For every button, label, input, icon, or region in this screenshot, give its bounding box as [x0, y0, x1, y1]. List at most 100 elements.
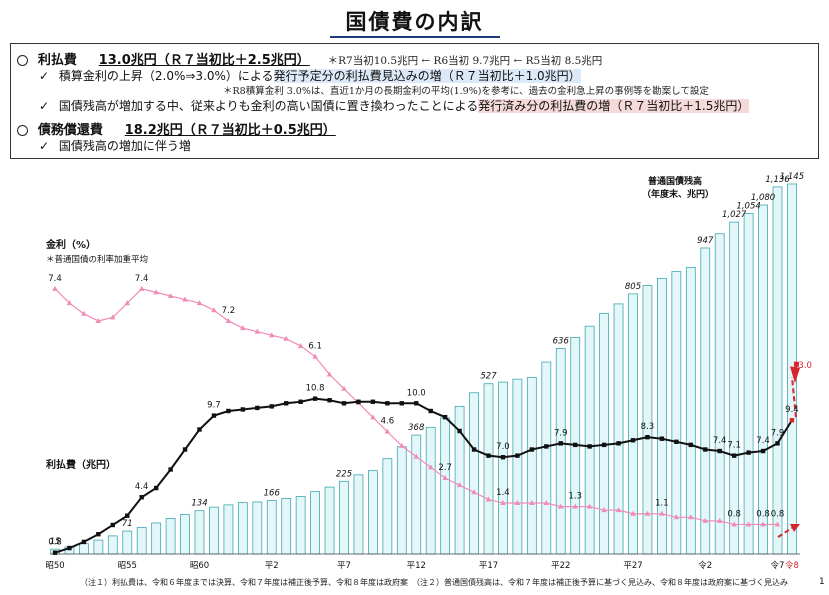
rate-point	[81, 310, 87, 316]
interest-point	[746, 450, 751, 455]
interest-amount: 13.0兆円（Ｒ７当初比＋2.5兆円）	[98, 53, 310, 68]
interest-point	[442, 414, 448, 420]
interest-point	[312, 396, 318, 401]
balance-bar	[382, 458, 393, 555]
balance-bar	[772, 186, 783, 555]
x-tick-label: 平2	[265, 561, 279, 571]
redemption-amount: 18.2兆円（Ｒ７当初比＋0.5兆円）	[124, 123, 336, 138]
rate-point	[225, 317, 232, 323]
rate-point	[196, 300, 203, 306]
rate-point	[630, 510, 636, 516]
interest-point	[110, 522, 115, 528]
interest-bullet-2: ✓ 国債残高が増加する中、従来よりも金利の高い国債に置き換わったことによる発行済…	[39, 97, 750, 114]
x-tick-label: 昭55	[118, 561, 137, 571]
balance-bar	[411, 434, 422, 555]
rate-point	[182, 296, 188, 302]
interest-bullet-2-text: 国債残高が増加する中、従来よりも金利の高い国債に置き換わったことによる	[58, 99, 479, 113]
interest-data-label: 10.0	[407, 388, 426, 398]
rate-assumption-note: ＊R8積算金利 3.0%は、直近1か月の長期金利の平均(1.9%)を参考に、過去…	[223, 86, 709, 97]
interest-point	[153, 485, 159, 491]
balance-bar	[758, 204, 768, 555]
interest-point	[356, 399, 361, 404]
arrow-head-icon	[790, 524, 800, 532]
x-tick-label: 昭60	[190, 561, 209, 571]
rate-point	[370, 414, 376, 420]
balance-bar	[223, 504, 234, 555]
balance-bar	[122, 530, 133, 555]
balance-bar	[512, 378, 523, 555]
balance-bar	[483, 383, 494, 555]
balance-bar	[339, 480, 349, 555]
rate-point	[601, 507, 607, 513]
balance-bar	[252, 501, 263, 555]
interest-point	[703, 447, 708, 452]
rate-point	[702, 517, 709, 523]
interest-bullet-2-highlight: 発行済み分の利払費の増（Ｒ７当初比＋1.5兆円）	[478, 99, 750, 113]
rate-point	[399, 442, 405, 448]
rate-point	[427, 464, 434, 470]
rate-data-label: 2.7	[438, 463, 452, 473]
interest-point	[789, 418, 795, 423]
interest-point	[284, 401, 289, 406]
interest-data-label: 7.9	[554, 428, 568, 438]
rate-point	[659, 510, 665, 516]
interest-point	[558, 441, 563, 446]
interest-point	[500, 455, 506, 460]
rate-data-label: 4.6	[381, 417, 395, 427]
projection-point	[793, 361, 799, 367]
redemption-row: 債務償還費 18.2兆円（Ｒ７当初比＋0.5兆円）	[17, 119, 350, 138]
interest-point	[226, 408, 231, 414]
interest-point	[630, 438, 636, 443]
interest-point	[601, 442, 607, 448]
interest-point	[659, 436, 665, 441]
balance-data-label: 1,145	[780, 172, 804, 182]
balance-data-label: 636	[553, 336, 570, 346]
rate-point	[731, 521, 737, 527]
rate-point	[644, 510, 651, 516]
rate-point	[341, 385, 347, 391]
x-tick-label: 平17	[479, 561, 498, 571]
balance-bar	[613, 303, 624, 555]
balance-bar	[700, 247, 711, 555]
rate-point	[110, 314, 116, 320]
interest-data-label: 7.4	[713, 436, 727, 446]
page-title: 国債費の内訳	[345, 10, 484, 34]
rate-point	[745, 521, 752, 527]
interest-point	[139, 495, 144, 500]
rate-point	[297, 342, 304, 348]
interest-point	[775, 441, 780, 446]
balance-bar	[685, 266, 696, 555]
rate-point	[153, 289, 159, 295]
interest-point	[457, 428, 462, 434]
interest-bullet-1-text: 積算金利の上昇（2.0%⇒3.0%）による	[58, 69, 274, 83]
balance-data-label: 368	[408, 423, 425, 433]
check-icon: ✓	[39, 99, 50, 113]
interest-bullet-1-highlight: 発行予定分の利払費見込みの増（Ｒ７当初比＋1.0兆円）	[273, 69, 581, 83]
interest-data-label: 7.9	[771, 428, 785, 438]
x-tick-label: 令7	[771, 560, 785, 571]
rate-point	[456, 482, 463, 488]
balance-data-label: 15	[50, 537, 61, 547]
interest-point	[125, 513, 130, 518]
rate-data-label: 7.4	[48, 274, 62, 284]
interest-point	[96, 532, 101, 537]
balance-bar	[367, 470, 378, 555]
interest-point	[385, 401, 390, 406]
rate-point	[572, 503, 578, 509]
rate-point	[138, 285, 145, 291]
interest-data-label: 8.3	[641, 422, 655, 432]
interest-point	[399, 401, 404, 406]
interest-point	[168, 467, 173, 472]
balance-bar	[310, 491, 321, 555]
interest-point	[717, 448, 722, 454]
interest-point	[298, 399, 303, 404]
rate-point	[774, 521, 781, 527]
balance-bar	[425, 426, 436, 555]
rate-point	[500, 500, 506, 506]
interest-point	[544, 444, 549, 449]
balance-bar	[743, 213, 754, 555]
x-tick-label: 平27	[623, 561, 642, 571]
balance-bar	[396, 446, 407, 555]
interest-row: 利払費 13.0兆円（Ｒ７当初比＋2.5兆円） ＊R7当初10.5兆円 ← R6…	[17, 49, 602, 68]
